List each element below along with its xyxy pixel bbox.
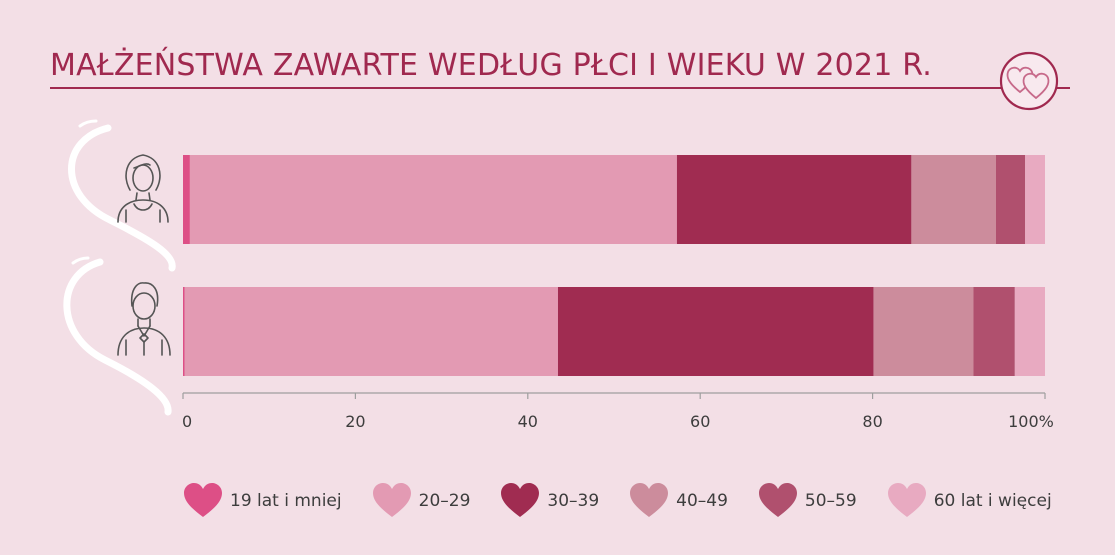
bars-layer xyxy=(183,155,1045,376)
x-tick-label: 40 xyxy=(518,412,538,431)
heart-outline-decoration xyxy=(63,124,176,416)
bar-segment-man-5 xyxy=(1014,287,1045,376)
bar-segment-woman-0 xyxy=(183,155,190,244)
woman-icon xyxy=(117,154,169,223)
legend-label: 40–49 xyxy=(676,491,728,511)
x-tick-label: 100% xyxy=(1008,412,1054,431)
legend-label: 50–59 xyxy=(804,491,857,511)
legend-item: 30–39 xyxy=(500,483,599,519)
legend-label: 30–39 xyxy=(547,491,600,511)
bar-segment-man-0 xyxy=(183,287,185,376)
heart-icon xyxy=(887,483,926,517)
legend-label: 20–29 xyxy=(418,491,471,511)
bar-segment-woman-2 xyxy=(676,155,912,244)
heart-outline-accent xyxy=(71,119,98,265)
bar-segment-man-1 xyxy=(184,287,558,376)
bar-segment-man-3 xyxy=(873,287,974,376)
heart-icon xyxy=(501,483,540,517)
legend-item: 60 lat i więcej xyxy=(887,483,1052,519)
x-tick-label: 20 xyxy=(345,412,365,431)
heart-icon xyxy=(758,483,797,517)
legend-item: 40–49 xyxy=(629,483,728,519)
bar-segment-woman-5 xyxy=(1025,155,1045,244)
legend-item: 50–59 xyxy=(758,483,857,519)
legend-label: 19 lat i mniej xyxy=(230,491,342,511)
chart-title: MAŁŻEŃSTWA ZAWARTE WEDŁUG PŁCI I WIEKU W… xyxy=(50,48,932,83)
bar-segment-woman-1 xyxy=(189,155,677,244)
man-icon xyxy=(117,282,171,356)
x-tick-label: 0 xyxy=(182,412,192,431)
chart-area: 0 20 40 60 80 100% xyxy=(63,119,1054,431)
x-tick-label: 80 xyxy=(862,412,882,431)
legend: 19 lat i mniej 20–29 30–39 40–49 50–59 60 lat… xyxy=(183,483,1052,519)
bar-segment-woman-3 xyxy=(911,155,996,244)
bar-segment-woman-4 xyxy=(995,155,1026,244)
legend-item: 20–29 xyxy=(372,483,471,519)
x-axis-ticks: 0 20 40 60 80 100% xyxy=(182,393,1054,431)
double-heart-icon xyxy=(999,51,1059,111)
x-tick-label: 60 xyxy=(690,412,710,431)
legend-item: 19 lat i mniej xyxy=(183,483,342,519)
heart-icon xyxy=(372,483,411,517)
heart-icon xyxy=(184,483,222,517)
heart-icon xyxy=(630,483,669,517)
legend-label: 60 lat i więcej xyxy=(933,491,1052,511)
bar-segment-man-2 xyxy=(557,287,874,376)
title-underline xyxy=(50,87,1070,89)
bar-segment-man-4 xyxy=(973,287,1015,376)
